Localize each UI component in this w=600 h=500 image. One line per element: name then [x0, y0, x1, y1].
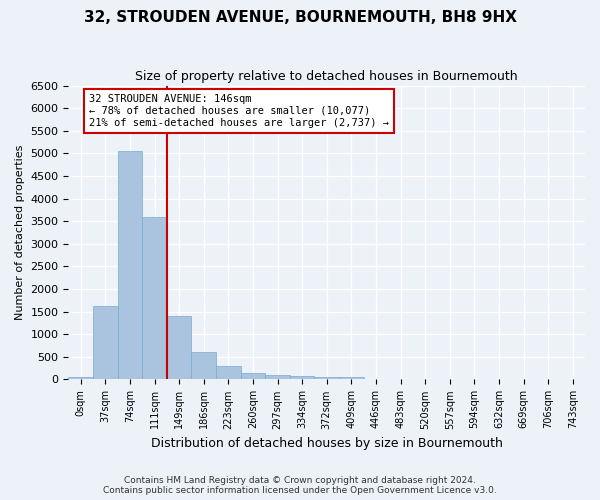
Bar [68, 376, 93, 380]
Bar [142, 216, 167, 380]
X-axis label: Distribution of detached houses by size in Bournemouth: Distribution of detached houses by size … [151, 437, 503, 450]
Bar [265, 375, 290, 380]
Text: 32 STROUDEN AVENUE: 146sqm
← 78% of detached houses are smaller (10,077)
21% of : 32 STROUDEN AVENUE: 146sqm ← 78% of deta… [89, 94, 389, 128]
Bar [241, 373, 265, 380]
Bar [339, 377, 364, 380]
Bar [167, 316, 191, 380]
Bar [290, 376, 314, 380]
Text: 32, STROUDEN AVENUE, BOURNEMOUTH, BH8 9HX: 32, STROUDEN AVENUE, BOURNEMOUTH, BH8 9H… [83, 10, 517, 25]
Bar [216, 366, 241, 380]
Bar [93, 306, 118, 380]
Bar [191, 352, 216, 380]
Title: Size of property relative to detached houses in Bournemouth: Size of property relative to detached ho… [136, 70, 518, 83]
Text: Contains HM Land Registry data © Crown copyright and database right 2024.
Contai: Contains HM Land Registry data © Crown c… [103, 476, 497, 495]
Y-axis label: Number of detached properties: Number of detached properties [15, 145, 25, 320]
Bar [118, 150, 142, 380]
Bar [314, 377, 339, 380]
